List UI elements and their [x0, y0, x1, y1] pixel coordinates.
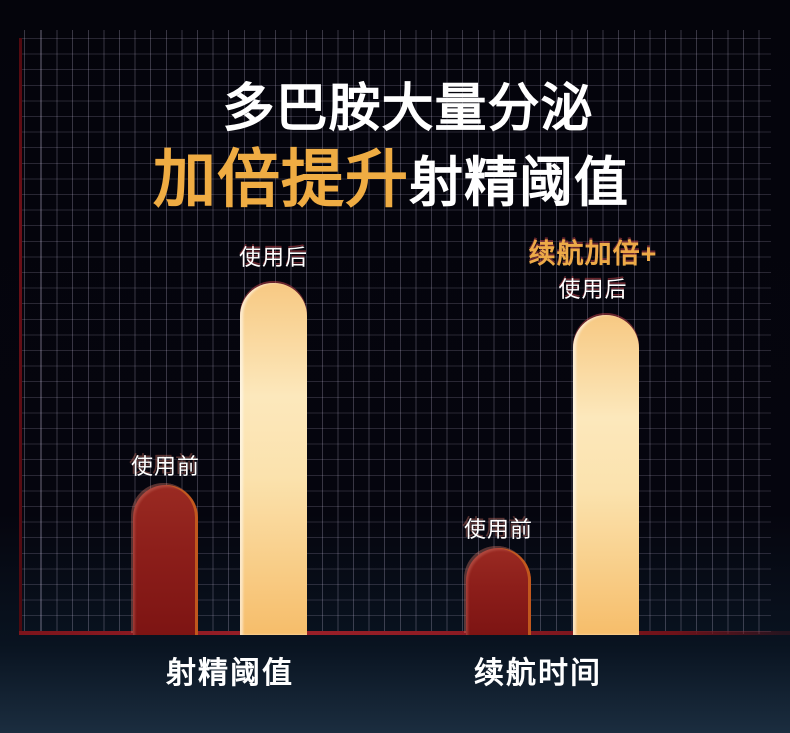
bar-label-stack: 使用前 — [130, 453, 201, 479]
subtitle-accent-text: 加倍提升 — [153, 145, 409, 215]
bar-after-use-threshold: 使用后 — [239, 245, 307, 635]
category-label-endurance: 续航时间 — [474, 657, 602, 690]
category-label-threshold: 射精阈值 — [166, 657, 294, 690]
bar-before-use-threshold: 使用前 — [131, 454, 199, 635]
bar-after-use-endurance: 续航加倍+ 使用后 — [529, 239, 656, 635]
subtitle-rest-text: 射精阈值 — [409, 153, 629, 213]
bar-label-before-use: 使用前 — [130, 453, 201, 479]
bar-label-stack: 续航加倍+ 使用后 — [528, 239, 658, 302]
page-title: 多巴胺大量分泌 — [222, 80, 594, 138]
x-axis-line — [19, 631, 790, 635]
bar-label-stack: 使用前 — [463, 516, 534, 542]
bar-before-use-endurance: 使用前 — [464, 517, 532, 635]
bar-label-stack: 使用后 — [238, 244, 309, 270]
bar-label-after-use: 使用后 — [238, 244, 309, 270]
endurance-boost-annotation: 续航加倍+ — [528, 239, 658, 270]
page-subtitle: 加倍提升 射精阈值 — [153, 149, 629, 212]
y-axis-line — [19, 38, 22, 634]
bar-label-before-use: 使用前 — [463, 516, 534, 542]
bar-label-after-use: 使用后 — [558, 276, 628, 302]
